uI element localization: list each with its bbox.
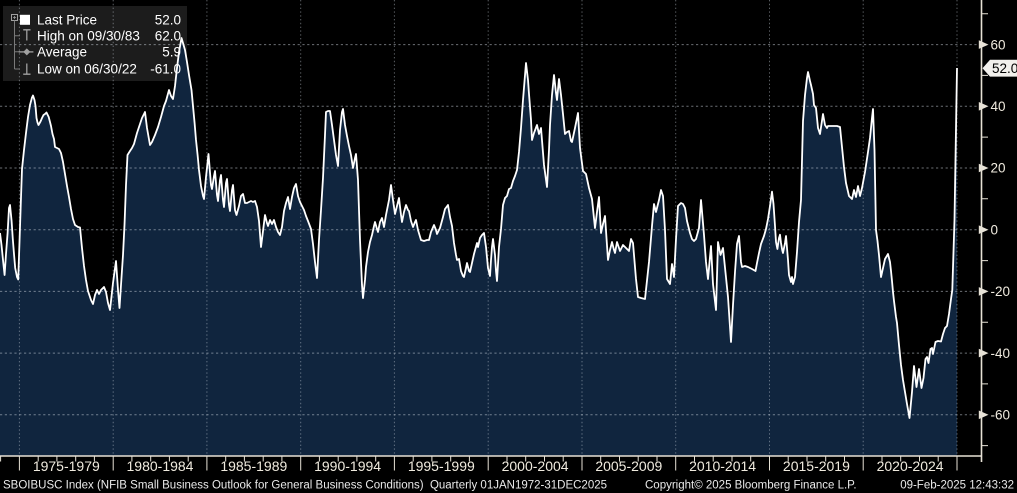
svg-text:2000-2004: 2000-2004: [502, 458, 569, 474]
svg-text:20: 20: [991, 161, 1006, 176]
svg-text:1995-1999: 1995-1999: [408, 458, 475, 474]
svg-text:2020-2024: 2020-2024: [877, 458, 944, 474]
svg-text:2015-2019: 2015-2019: [783, 458, 850, 474]
svg-text:2005-2009: 2005-2009: [595, 458, 662, 474]
svg-text:40: 40: [991, 99, 1006, 114]
svg-text:-20: -20: [991, 284, 1011, 299]
svg-text:Last Price: Last Price: [37, 12, 97, 27]
svg-text:52.0: 52.0: [992, 61, 1017, 76]
svg-text:1990-1994: 1990-1994: [314, 458, 381, 474]
svg-text:Low on 06/30/22: Low on 06/30/22: [37, 62, 137, 77]
svg-text:5.9: 5.9: [162, 44, 181, 59]
svg-text:SBOIBUSC Index (NFIB Small Bus: SBOIBUSC Index (NFIB Small Business Outl…: [3, 480, 607, 492]
svg-text:High on 09/30/83: High on 09/30/83: [37, 29, 140, 44]
svg-text:09-Feb-2025 12:43:32: 09-Feb-2025 12:43:32: [900, 480, 1014, 492]
svg-text:52.0: 52.0: [155, 12, 181, 27]
svg-text:-61.0: -61.0: [150, 62, 181, 77]
svg-text:-40: -40: [991, 346, 1011, 361]
svg-text:2010-2014: 2010-2014: [689, 458, 756, 474]
svg-text:1985-1989: 1985-1989: [220, 458, 287, 474]
svg-text:1975-1979: 1975-1979: [33, 458, 100, 474]
svg-text:60: 60: [991, 37, 1006, 52]
svg-text:Average: Average: [37, 44, 87, 59]
svg-text:1980-1984: 1980-1984: [127, 458, 194, 474]
svg-text:62.0: 62.0: [155, 29, 181, 44]
svg-text:-60: -60: [991, 408, 1011, 423]
svg-text:0: 0: [991, 222, 999, 237]
svg-text:Copyright© 2025 Bloomberg Fina: Copyright© 2025 Bloomberg Finance L.P.: [645, 480, 857, 492]
